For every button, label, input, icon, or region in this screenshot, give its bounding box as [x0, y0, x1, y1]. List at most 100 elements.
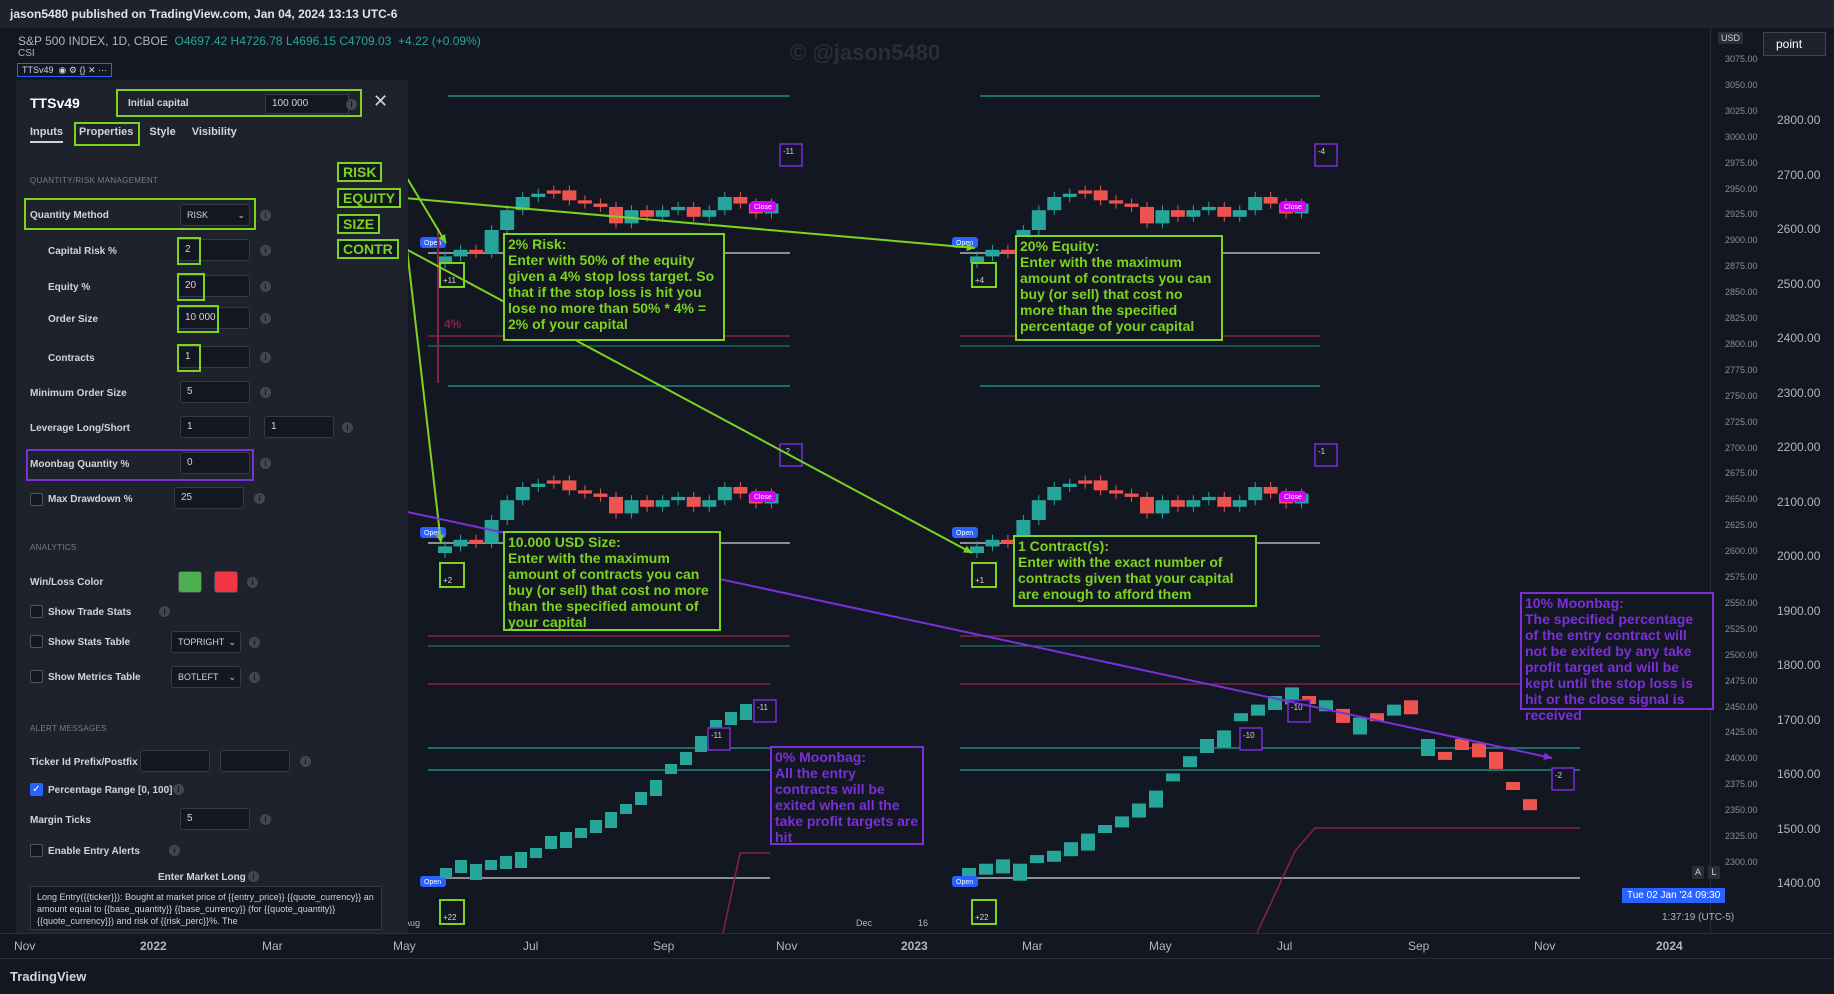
candle-body [1186, 210, 1201, 217]
info-icon[interactable]: i [260, 281, 271, 292]
info-icon[interactable]: i [260, 210, 271, 221]
trailing-stop-line [1256, 827, 1580, 933]
entry-alerts-checkbox[interactable] [30, 844, 43, 857]
info-icon[interactable]: i [247, 577, 258, 588]
settings-icon[interactable]: ⚙ [68, 65, 77, 75]
percentage-range-checkbox[interactable]: ✓ [30, 783, 43, 796]
equity-input[interactable]: 20 [178, 275, 250, 297]
candle-body [470, 864, 482, 880]
auto-scale-button[interactable]: A [1692, 866, 1704, 879]
entry-qty-box [439, 562, 465, 588]
section-analytics: ANALYTICS [30, 543, 77, 552]
info-icon[interactable]: i [260, 458, 271, 469]
entry-qty-label: +11 [443, 276, 457, 285]
info-icon[interactable]: i [260, 387, 271, 398]
info-icon[interactable]: i [342, 422, 353, 433]
info-icon[interactable]: i [159, 606, 170, 617]
candle-body [979, 863, 993, 875]
info-icon[interactable]: i [300, 756, 311, 767]
open-marker [952, 527, 978, 538]
candle-body [1421, 739, 1435, 756]
tab-style[interactable]: Style [149, 126, 176, 138]
stats-table-label: Show Stats Table [48, 637, 131, 648]
alert-message-textarea[interactable]: Long Entry({{ticker}}): Bought at market… [30, 886, 382, 930]
candle-body [531, 483, 546, 487]
candle-body [469, 249, 484, 254]
candle-body [1031, 500, 1046, 520]
timezone-label[interactable]: 1:37:19 (UTC-5) [1662, 912, 1735, 923]
remove-icon[interactable]: ✕ [88, 65, 96, 75]
info-icon[interactable]: i [173, 784, 184, 795]
close-icon[interactable]: ✕ [373, 91, 389, 111]
loss-color-swatch[interactable] [214, 571, 238, 593]
trade-stats-checkbox[interactable] [30, 605, 43, 618]
leverage-long-input[interactable]: 1 [180, 416, 250, 438]
candle-body [710, 720, 722, 730]
info-icon[interactable]: i [248, 871, 259, 882]
price-label: 2500.00 [1777, 276, 1821, 291]
margin-ticks-input[interactable]: 5 [180, 808, 250, 830]
point-mode-button[interactable]: point [1763, 32, 1826, 56]
log-scale-button[interactable]: L [1708, 866, 1720, 879]
currency-tag[interactable]: USD [1718, 32, 1744, 44]
candle-body [1124, 203, 1139, 207]
stats-table-checkbox[interactable] [30, 635, 43, 648]
time-axis[interactable]: Nov 2022 Mar May Jul Sep Nov 2023 Mar May Jul Sep No… [0, 933, 1834, 955]
metrics-table-checkbox[interactable] [30, 670, 43, 683]
max-drawdown-input[interactable]: 25 [174, 487, 244, 509]
inner-price-label: 2925.00 [1725, 209, 1758, 220]
open-marker [420, 237, 446, 248]
info-icon[interactable]: i [260, 313, 271, 324]
candle-body [1263, 197, 1278, 204]
leverage-short-input[interactable]: 1 [264, 416, 334, 438]
candle-body [1098, 825, 1112, 833]
open-marker [952, 237, 978, 248]
contracts-input[interactable]: 1 [178, 346, 250, 368]
max-drawdown-checkbox[interactable] [30, 493, 43, 506]
candle-body [593, 203, 608, 207]
candle-body [725, 712, 737, 725]
info-icon[interactable]: i [169, 845, 180, 856]
info-icon[interactable]: i [346, 99, 357, 110]
min-order-size-input[interactable]: 5 [180, 381, 250, 403]
info-icon[interactable]: i [249, 637, 260, 648]
info-icon[interactable]: i [260, 245, 271, 256]
info-icon[interactable]: i [260, 352, 271, 363]
info-icon[interactable]: i [254, 493, 265, 504]
metrics-table-select[interactable]: BOTLEFT ⌄ [171, 666, 241, 688]
eye-icon[interactable]: ◉ [58, 65, 67, 75]
indicator-legend[interactable]: TTSv49 ◉ ⚙ {} ✕ ⋯ [17, 63, 113, 77]
source-icon[interactable]: {} [79, 65, 86, 75]
info-icon[interactable]: i [249, 672, 260, 683]
candle-body [640, 500, 655, 507]
candle-body [545, 836, 557, 849]
candle-body [985, 249, 1000, 257]
candle-body [640, 210, 655, 217]
tab-inputs[interactable]: Inputs [30, 126, 63, 143]
info-icon[interactable]: i [260, 814, 271, 825]
ticker-prefix-input[interactable] [140, 750, 210, 772]
exit-qty-box [779, 143, 803, 167]
price-axis[interactable]: 2800.00 2700.00 2600.00 2500.00 2400.00 2300.… [1710, 28, 1834, 933]
tab-visibility[interactable]: Visibility [191, 126, 237, 138]
chart-area[interactable]: Open Close Open Close Open Close Open Close Open… [0, 28, 1700, 933]
moonbag-input[interactable]: 0 [180, 452, 250, 474]
quantity-method-select[interactable]: RISK ⌄ [180, 204, 250, 226]
candle-body [1186, 500, 1201, 507]
close-label: Close [754, 494, 772, 501]
stats-table-select[interactable]: TOPRIGHT ⌄ [171, 631, 241, 653]
contracts-arrow-head [963, 545, 972, 553]
ticker-name[interactable]: S&P 500 INDEX, 1D, CBOE [18, 34, 168, 48]
price-label: 1700.00 [1777, 712, 1821, 727]
tab-properties[interactable]: Properties [79, 126, 134, 138]
more-icon[interactable]: ⋯ [98, 65, 108, 75]
size-arrow-head [436, 534, 444, 543]
price-label: 2700.00 [1777, 167, 1821, 182]
capital-risk-input[interactable]: 2 [178, 239, 250, 261]
candle-body [717, 487, 732, 501]
win-color-swatch[interactable] [178, 571, 202, 593]
ticker-postfix-input[interactable] [220, 750, 290, 772]
stats-table-value: TOPRIGHT [178, 637, 225, 647]
time-label: Mar [262, 939, 283, 953]
initial-capital-input[interactable]: 100 000 [265, 94, 349, 114]
